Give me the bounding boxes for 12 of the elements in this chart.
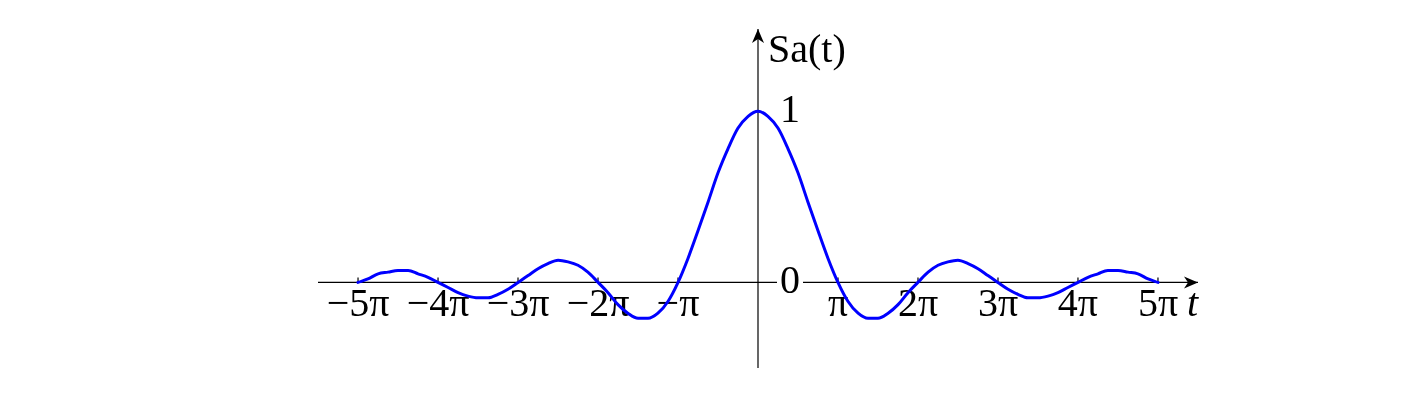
x-axis-title: t — [1186, 280, 1199, 326]
x-tick-label: 3π — [977, 280, 1019, 326]
x-tick-label: 2π — [897, 280, 939, 326]
y-tick-label: 0 — [780, 256, 800, 302]
x-tick-label: −5π — [326, 280, 390, 326]
x-tick-label: −3π — [486, 280, 550, 326]
y-axis-title: Sa(t) — [768, 26, 846, 71]
x-tick-label: 4π — [1057, 280, 1099, 326]
y-tick-label: 1 — [780, 85, 800, 131]
x-tick-label: 5π — [1137, 280, 1179, 326]
x-tick-label: −4π — [406, 280, 470, 326]
x-tick-label: π — [827, 280, 849, 326]
